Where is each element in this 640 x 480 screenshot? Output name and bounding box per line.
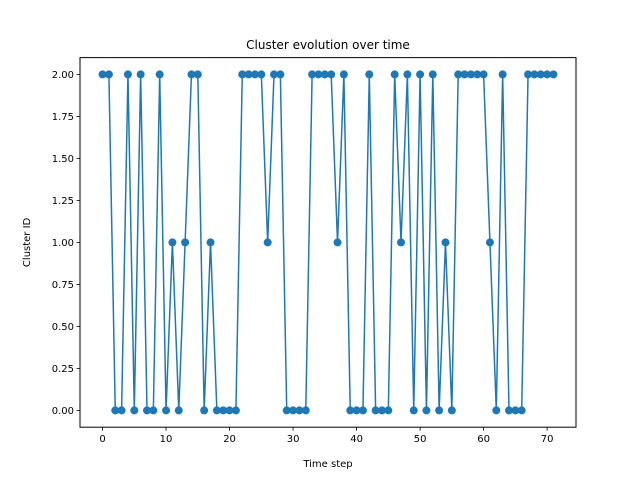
data-point (511, 406, 520, 415)
data-point (104, 70, 113, 79)
data-point (454, 70, 463, 79)
data-point (117, 406, 126, 415)
data-point (447, 406, 456, 415)
y-tick-label: 1.75 (52, 112, 74, 123)
data-point (200, 406, 209, 415)
x-tick-label: 70 (541, 434, 554, 445)
data-point (492, 406, 501, 415)
data-point (498, 70, 507, 79)
data-point (276, 70, 285, 79)
y-tick-label: 2.00 (52, 70, 74, 81)
y-tick-label: 1.50 (52, 154, 74, 165)
data-point (231, 406, 240, 415)
data-point (225, 406, 234, 415)
data-point (358, 406, 367, 415)
data-point (441, 238, 450, 247)
x-tick-label: 60 (477, 434, 490, 445)
data-point (377, 406, 386, 415)
data-point (339, 70, 348, 79)
x-tick-label: 30 (287, 434, 300, 445)
data-point (123, 70, 132, 79)
data-point (270, 70, 279, 79)
data-point (416, 70, 425, 79)
data-point (136, 70, 145, 79)
data-point (98, 70, 107, 79)
x-tick-label: 50 (414, 434, 427, 445)
data-point (473, 70, 482, 79)
data-point (460, 70, 469, 79)
data-point (352, 406, 361, 415)
data-point (143, 406, 151, 415)
data-point (257, 70, 266, 79)
data-point (524, 70, 533, 79)
data-point (111, 406, 120, 415)
data-point (181, 238, 190, 247)
data-point (517, 406, 526, 415)
data-point (206, 238, 215, 247)
data-point (314, 70, 323, 79)
data-point (397, 238, 406, 247)
data-point (346, 406, 355, 415)
data-point (549, 70, 558, 79)
data-point (485, 238, 494, 247)
x-axis-title: Time step (302, 459, 352, 470)
x-tick-label: 10 (160, 434, 173, 445)
data-point (282, 406, 291, 415)
data-point (536, 70, 545, 79)
data-point (212, 406, 221, 415)
data-point (238, 70, 247, 79)
x-tick-label: 0 (99, 434, 105, 445)
data-point (390, 70, 399, 79)
data-point (250, 70, 259, 79)
data-point (130, 406, 139, 415)
data-point (422, 406, 431, 415)
data-point (263, 238, 272, 247)
data-point (320, 70, 329, 79)
data-point (333, 238, 342, 247)
y-tick-label: 0.25 (52, 364, 74, 375)
data-point (530, 70, 539, 79)
x-tick-label: 40 (350, 434, 363, 445)
data-point (384, 406, 393, 415)
data-point (301, 406, 310, 415)
data-point (174, 406, 183, 415)
data-point (403, 70, 412, 79)
y-axis-title: Cluster ID (22, 217, 33, 267)
data-point (295, 406, 304, 415)
data-point (479, 70, 488, 79)
data-point (149, 406, 158, 415)
data-point (168, 238, 177, 247)
data-point (155, 70, 164, 79)
data-point (327, 70, 336, 79)
y-tick-label: 1.00 (52, 238, 74, 249)
data-point (162, 406, 171, 415)
chart-title: Cluster evolution over time (246, 38, 410, 52)
data-point (219, 406, 228, 415)
y-tick-label: 0.00 (52, 406, 74, 417)
y-tick-label: 1.25 (52, 196, 74, 207)
data-point (187, 70, 196, 79)
data-point (193, 70, 202, 79)
data-point (244, 70, 253, 79)
data-point (371, 406, 380, 415)
y-tick-label: 0.50 (52, 322, 74, 333)
data-point (466, 70, 475, 79)
data-point (435, 406, 444, 415)
data-point (543, 70, 552, 79)
data-point (409, 406, 418, 415)
y-tick-label: 0.75 (52, 280, 74, 291)
data-point (428, 70, 437, 79)
data-point (308, 70, 317, 79)
data-point (289, 406, 298, 415)
x-tick-label: 20 (223, 434, 236, 445)
data-point (505, 406, 513, 415)
data-point (365, 70, 374, 79)
